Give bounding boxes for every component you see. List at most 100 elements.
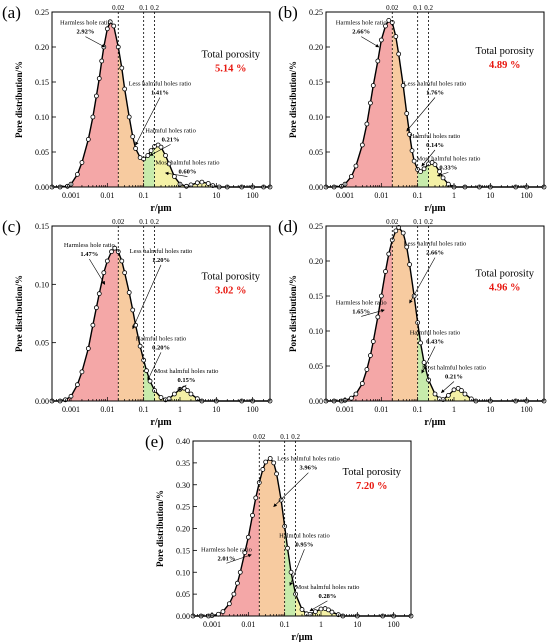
data-point: [396, 51, 402, 57]
data-point: [348, 174, 354, 179]
data-point: [386, 251, 392, 257]
data-point: [231, 591, 237, 597]
data-point: [119, 65, 125, 71]
less-harmful-region: [392, 227, 418, 401]
threshold-label: 0.02: [386, 4, 399, 12]
annotation-label: Halmful holes ratio: [410, 330, 461, 337]
harmless-region: [52, 21, 119, 187]
data-point: [242, 550, 248, 555]
data-point: [99, 58, 105, 64]
x-tick-label: 0.1: [139, 405, 149, 414]
y-tick-label: 0.00: [309, 183, 323, 192]
annotation-arrow: [177, 384, 187, 391]
data-point: [418, 169, 423, 175]
y-tick-label: 0.05: [35, 148, 49, 157]
data-point: [194, 180, 200, 186]
x-tick-label: 0.01: [374, 405, 388, 414]
threshold-label: 0.2: [424, 4, 433, 12]
data-point: [440, 175, 446, 181]
data-point: [370, 339, 376, 344]
y-axis-title: Pore distribution/%: [14, 275, 24, 352]
data-point: [109, 249, 114, 255]
data-point: [158, 144, 164, 150]
threshold-label: 0.2: [150, 4, 159, 12]
panel-label: (d): [278, 217, 298, 236]
annotation-value: 0.33%: [439, 164, 457, 171]
y-tick-label: 0.25: [309, 222, 323, 231]
annotation-value: 0.95%: [295, 541, 313, 548]
y-tick-label: 0.15: [176, 546, 190, 555]
x-axis-title: r/μm: [150, 203, 172, 214]
data-point: [455, 385, 461, 391]
data-point: [409, 148, 415, 154]
x-tick-label: 10: [353, 620, 361, 629]
data-point: [93, 93, 99, 99]
annotation-arrow: [164, 171, 188, 177]
annotation-arrow: [406, 97, 436, 132]
annotation-arrow: [132, 264, 162, 330]
data-point: [163, 153, 168, 158]
data-point: [367, 100, 373, 106]
harmful-region: [143, 146, 155, 187]
data-point: [407, 132, 413, 137]
annotation-value: 1.76%: [426, 90, 444, 97]
total-porosity-label: Total porosity: [476, 268, 535, 279]
x-tick-label: 0.01: [100, 191, 114, 200]
x-tick-label: 100: [521, 405, 533, 414]
x-axis-title: r/μm: [291, 632, 313, 642]
annotation-arrow: [89, 258, 106, 285]
data-point: [122, 86, 128, 92]
threshold-label: 0.1: [139, 218, 148, 226]
data-point: [459, 388, 464, 393]
data-point: [393, 228, 399, 234]
annotation-label: Harmless hole ratio: [336, 299, 387, 306]
x-tick-label: 0.001: [336, 405, 354, 414]
threshold-label: 0.02: [112, 218, 125, 226]
harmless-region: [326, 240, 393, 401]
data-point: [90, 114, 96, 120]
data-point: [145, 153, 151, 158]
x-tick-label: 10: [212, 405, 220, 414]
x-tick-label: 0.001: [336, 191, 354, 200]
x-tick-label: 0.01: [100, 405, 114, 414]
data-point: [130, 307, 136, 313]
data-point: [199, 179, 205, 185]
annotation-arrow: [226, 554, 252, 564]
x-tick-label: 10: [212, 191, 220, 200]
data-point: [147, 378, 153, 384]
x-tick-label: 100: [521, 191, 533, 200]
less-harmful-region: [259, 458, 285, 616]
panel-3: (d) 0.02 0.1 0.20.000.050.100.150.200.250.0…: [278, 217, 547, 428]
data-point: [274, 471, 280, 477]
y-tick-label: 0.00: [309, 397, 323, 406]
data-point: [288, 569, 294, 575]
data-point: [96, 291, 102, 297]
annotation-label: Less halmful holes ratio: [404, 81, 467, 88]
data-point: [378, 293, 384, 299]
annotation-label: Halmful holes ratio: [145, 127, 196, 134]
annotation-value: 0.20%: [152, 344, 170, 351]
annotation-value: 2.92%: [77, 29, 95, 36]
data-point: [432, 162, 438, 168]
data-point: [158, 395, 164, 400]
annotation-label: Most halmful holes ratio: [154, 368, 218, 375]
data-point: [267, 456, 273, 461]
threshold-label: 0.2: [424, 218, 433, 226]
data-point: [285, 545, 290, 551]
y-tick-label: 0.35: [176, 459, 190, 468]
annotation-arrow: [409, 257, 436, 304]
data-point: [370, 83, 376, 88]
data-point: [353, 391, 359, 397]
annotation-label: Most halmful holes ratio: [295, 584, 359, 591]
annotation-value: 0.21%: [445, 374, 463, 381]
data-point: [418, 340, 423, 346]
annotation-value: 1.20%: [152, 257, 170, 264]
total-porosity-label: Total porosity: [202, 50, 261, 61]
data-point: [85, 136, 91, 142]
harmless-region: [326, 20, 393, 188]
data-point: [85, 346, 91, 351]
data-point: [263, 459, 269, 465]
data-point: [326, 607, 331, 613]
data-point: [96, 76, 102, 81]
x-tick-label: 100: [247, 191, 259, 200]
